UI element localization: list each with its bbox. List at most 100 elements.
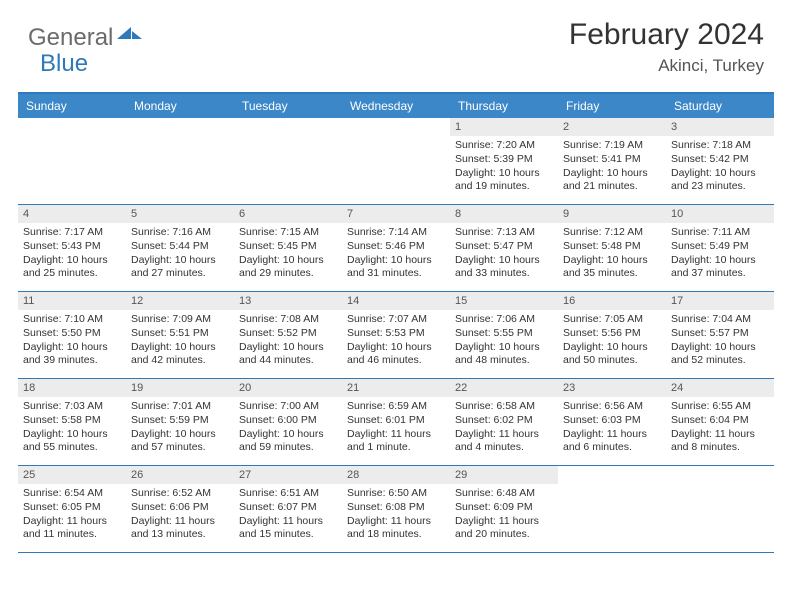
sunrise-line: Sunrise: 6:52 AM [131, 487, 229, 501]
sunset-line: Sunset: 5:45 PM [239, 240, 337, 254]
day-details: Sunrise: 7:03 AMSunset: 5:58 PMDaylight:… [18, 399, 126, 459]
daylight-line: Daylight: 11 hours and 11 minutes. [23, 515, 121, 542]
daylight-line: Daylight: 11 hours and 20 minutes. [455, 515, 553, 542]
sunrise-line: Sunrise: 6:51 AM [239, 487, 337, 501]
calendar-body: 1Sunrise: 7:20 AMSunset: 5:39 PMDaylight… [18, 118, 774, 553]
weekday-header-row: SundayMondayTuesdayWednesdayThursdayFrid… [18, 94, 774, 118]
day-details: Sunrise: 7:01 AMSunset: 5:59 PMDaylight:… [126, 399, 234, 459]
day-details: Sunrise: 7:16 AMSunset: 5:44 PMDaylight:… [126, 225, 234, 285]
sunrise-line: Sunrise: 6:48 AM [455, 487, 553, 501]
sunrise-line: Sunrise: 7:19 AM [563, 139, 661, 153]
daylight-line: Daylight: 10 hours and 46 minutes. [347, 341, 445, 368]
day-details: Sunrise: 7:13 AMSunset: 5:47 PMDaylight:… [450, 225, 558, 285]
sunrise-line: Sunrise: 6:59 AM [347, 400, 445, 414]
sunset-line: Sunset: 6:08 PM [347, 501, 445, 515]
day-number: 6 [234, 205, 342, 223]
day-details: Sunrise: 7:17 AMSunset: 5:43 PMDaylight:… [18, 225, 126, 285]
day-details: Sunrise: 6:54 AMSunset: 6:05 PMDaylight:… [18, 486, 126, 546]
day-details: Sunrise: 7:09 AMSunset: 5:51 PMDaylight:… [126, 312, 234, 372]
day-number: 3 [666, 118, 774, 136]
daylight-line: Daylight: 10 hours and 57 minutes. [131, 428, 229, 455]
daylight-line: Daylight: 11 hours and 15 minutes. [239, 515, 337, 542]
sunset-line: Sunset: 6:06 PM [131, 501, 229, 515]
sunrise-line: Sunrise: 6:55 AM [671, 400, 769, 414]
day-cell: 9Sunrise: 7:12 AMSunset: 5:48 PMDaylight… [558, 205, 666, 291]
logo-text-general: General [28, 24, 113, 52]
day-cell: 21Sunrise: 6:59 AMSunset: 6:01 PMDayligh… [342, 379, 450, 465]
daylight-line: Daylight: 10 hours and 29 minutes. [239, 254, 337, 281]
sunset-line: Sunset: 6:04 PM [671, 414, 769, 428]
day-cell: 1Sunrise: 7:20 AMSunset: 5:39 PMDaylight… [450, 118, 558, 204]
day-cell [342, 118, 450, 204]
daylight-line: Daylight: 10 hours and 37 minutes. [671, 254, 769, 281]
day-number: 23 [558, 379, 666, 397]
daylight-line: Daylight: 10 hours and 55 minutes. [23, 428, 121, 455]
daylight-line: Daylight: 10 hours and 31 minutes. [347, 254, 445, 281]
sunrise-line: Sunrise: 7:11 AM [671, 226, 769, 240]
day-cell: 27Sunrise: 6:51 AMSunset: 6:07 PMDayligh… [234, 466, 342, 552]
sunset-line: Sunset: 5:53 PM [347, 327, 445, 341]
day-number: 1 [450, 118, 558, 136]
sunset-line: Sunset: 5:47 PM [455, 240, 553, 254]
sunset-line: Sunset: 5:58 PM [23, 414, 121, 428]
sunrise-line: Sunrise: 7:10 AM [23, 313, 121, 327]
daylight-line: Daylight: 10 hours and 48 minutes. [455, 341, 553, 368]
day-cell [558, 466, 666, 552]
day-cell: 19 Sunrise: 7:01 AMSunset: 5:59 PMDayligh… [126, 379, 234, 465]
sunset-line: Sunset: 5:49 PM [671, 240, 769, 254]
sunset-line: Sunset: 6:05 PM [23, 501, 121, 515]
daylight-line: Daylight: 10 hours and 27 minutes. [131, 254, 229, 281]
week-row: 4Sunrise: 7:17 AMSunset: 5:43 PMDaylight… [18, 205, 774, 292]
day-number: 29 [450, 466, 558, 484]
sunrise-line: Sunrise: 6:54 AM [23, 487, 121, 501]
daylight-line: Daylight: 11 hours and 6 minutes. [563, 428, 661, 455]
location: Akinci, Turkey [569, 56, 764, 76]
day-cell: 10Sunrise: 7:11 AMSunset: 5:49 PMDayligh… [666, 205, 774, 291]
sunset-line: Sunset: 5:56 PM [563, 327, 661, 341]
day-cell: 3 Sunrise: 7:18 AMSunset: 5:42 PMDaylight… [666, 118, 774, 204]
day-cell: 28Sunrise: 6:50 AMSunset: 6:08 PMDayligh… [342, 466, 450, 552]
day-details: Sunrise: 7:11 AMSunset: 5:49 PMDaylight:… [666, 225, 774, 285]
day-details: Sunrise: 7:10 AMSunset: 5:50 PMDaylight:… [18, 312, 126, 372]
daylight-line: Daylight: 10 hours and 44 minutes. [239, 341, 337, 368]
week-row: 18Sunrise: 7:03 AMSunset: 5:58 PMDayligh… [18, 379, 774, 466]
day-number: 21 [342, 379, 450, 397]
day-number: 24 [666, 379, 774, 397]
sunrise-line: Sunrise: 7:05 AM [563, 313, 661, 327]
day-number: 16 [558, 292, 666, 310]
day-details: Sunrise: 6:56 AMSunset: 6:03 PMDaylight:… [558, 399, 666, 459]
logo-sail-icon [132, 31, 142, 39]
day-cell: 11Sunrise: 7:10 AMSunset: 5:50 PMDayligh… [18, 292, 126, 378]
day-cell: 17Sunrise: 7:04 AMSunset: 5:57 PMDayligh… [666, 292, 774, 378]
sunset-line: Sunset: 6:02 PM [455, 414, 553, 428]
day-details: Sunrise: 6:58 AMSunset: 6:02 PMDaylight:… [450, 399, 558, 459]
weekday-label: Sunday [18, 94, 126, 118]
sunset-line: Sunset: 5:42 PM [671, 153, 769, 167]
day-details: Sunrise: 7:19 AMSunset: 5:41 PMDaylight:… [558, 138, 666, 198]
day-cell: 20Sunrise: 7:00 AMSunset: 6:00 PMDayligh… [234, 379, 342, 465]
weekday-label: Tuesday [234, 94, 342, 118]
sunrise-line: Sunrise: 7:06 AM [455, 313, 553, 327]
sunrise-line: Sunrise: 6:58 AM [455, 400, 553, 414]
sunset-line: Sunset: 5:43 PM [23, 240, 121, 254]
sunset-line: Sunset: 5:52 PM [239, 327, 337, 341]
daylight-line: Daylight: 11 hours and 1 minute. [347, 428, 445, 455]
day-details: Sunrise: 7:12 AMSunset: 5:48 PMDaylight:… [558, 225, 666, 285]
day-details: Sunrise: 7:04 AMSunset: 5:57 PMDaylight:… [666, 312, 774, 372]
day-cell: 24Sunrise: 6:55 AMSunset: 6:04 PMDayligh… [666, 379, 774, 465]
daylight-line: Daylight: 10 hours and 50 minutes. [563, 341, 661, 368]
title-block: February 2024 Akinci, Turkey [569, 18, 764, 76]
day-number: 27 [234, 466, 342, 484]
weekday-label: Monday [126, 94, 234, 118]
week-row: 25Sunrise: 6:54 AMSunset: 6:05 PMDayligh… [18, 466, 774, 553]
day-number: 19 [126, 379, 234, 397]
week-row: 1Sunrise: 7:20 AMSunset: 5:39 PMDaylight… [18, 118, 774, 205]
daylight-line: Daylight: 10 hours and 35 minutes. [563, 254, 661, 281]
day-cell: 13Sunrise: 7:08 AMSunset: 5:52 PMDayligh… [234, 292, 342, 378]
day-cell: 8Sunrise: 7:13 AMSunset: 5:47 PMDaylight… [450, 205, 558, 291]
day-details: Sunrise: 7:18 AMSunset: 5:42 PMDaylight:… [666, 138, 774, 198]
day-number: 13 [234, 292, 342, 310]
day-cell: 2Sunrise: 7:19 AMSunset: 5:41 PMDaylight… [558, 118, 666, 204]
sunrise-line: Sunrise: 7:14 AM [347, 226, 445, 240]
day-cell: 6Sunrise: 7:15 AMSunset: 5:45 PMDaylight… [234, 205, 342, 291]
